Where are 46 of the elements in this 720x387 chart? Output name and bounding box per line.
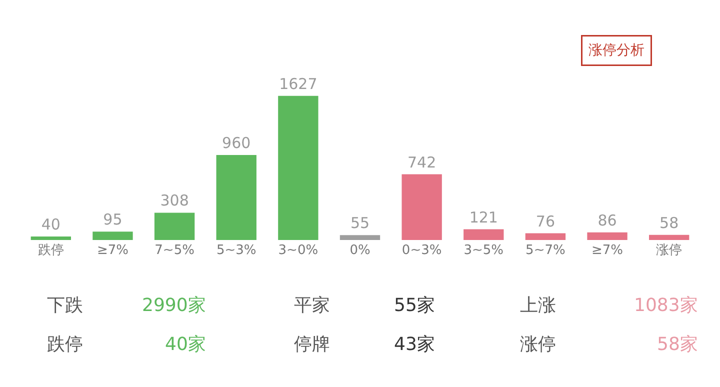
data-label: 76: [536, 212, 555, 230]
text: 涨停分析: [588, 42, 644, 58]
data-label: 58: [660, 214, 679, 232]
x-tick-label: 5~7%: [526, 243, 566, 258]
data-label: 960: [222, 134, 251, 152]
x-tick-label: ≥7%: [96, 243, 128, 258]
text: 58家: [657, 334, 698, 355]
bar: [649, 234, 690, 240]
bar: [402, 174, 442, 240]
text: 1083家: [634, 295, 698, 316]
text: 平家: [294, 295, 330, 316]
x-tick-label: ≥7%: [592, 243, 624, 258]
data-label: 86: [598, 211, 617, 230]
bar: [154, 212, 195, 240]
bar: [216, 154, 256, 240]
x-tick-label: 5~3%: [216, 243, 256, 258]
text: 下跌: [47, 295, 83, 316]
bar: [278, 96, 318, 240]
bar: [587, 232, 628, 240]
bar: [92, 232, 133, 240]
x-tick-label: 3~0%: [278, 243, 318, 258]
bar: [30, 236, 71, 240]
text: 上涨: [520, 295, 556, 316]
text: 43家: [394, 334, 435, 355]
x-tick-label: 0%: [350, 243, 370, 258]
data-label: 40: [41, 215, 60, 234]
text: 跌停: [47, 334, 83, 355]
text: 涨停: [520, 334, 556, 355]
text: 2990家: [142, 295, 206, 316]
data-label: 742: [408, 153, 436, 172]
data-label: 308: [160, 192, 189, 210]
x-tick-label: 涨停: [656, 243, 682, 258]
bar: [525, 233, 566, 240]
x-tick-label: 跌停: [38, 243, 64, 258]
text: 55家: [394, 295, 435, 316]
data-label: 121: [469, 208, 498, 226]
bar: [340, 235, 380, 240]
x-tick-label: 3~5%: [464, 243, 504, 258]
data-label: 55: [350, 214, 370, 232]
x-tick-label: 0~3%: [402, 243, 442, 258]
x-tick-label: 7~5%: [154, 243, 194, 258]
bar: [464, 229, 504, 240]
data-label: 1627: [279, 74, 318, 93]
data-label: 95: [103, 210, 122, 229]
text: 40家: [165, 334, 206, 355]
text: 停牌: [294, 334, 330, 355]
